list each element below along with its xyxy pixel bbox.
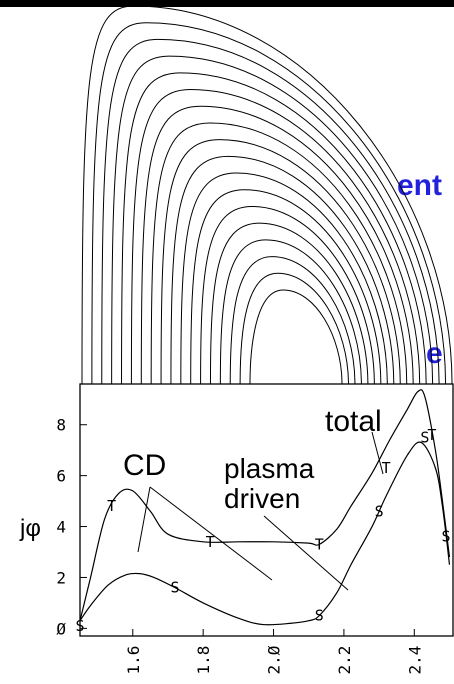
annotation-pointer-line	[371, 431, 384, 475]
annotation-pointer-line	[263, 515, 349, 591]
contour-line	[180, 172, 388, 385]
contour-line	[239, 272, 349, 385]
axis-ticks: Ø 2 4 6 8 1.6 1.8 2.Ø 2.2 2.4	[56, 416, 424, 675]
series-marker-T: T	[107, 497, 116, 515]
series-line-T	[79, 389, 451, 621]
annotation-cd: CD	[123, 449, 166, 482]
x-tick-label: 1.8	[194, 646, 213, 675]
contour-line	[101, 38, 440, 385]
flux-surface-contours	[81, 5, 453, 385]
y-tick-label: 2	[56, 568, 66, 587]
contour-line	[170, 155, 395, 385]
annotation-plasma-driven-line2: driven	[224, 483, 300, 514]
annotation-total: total	[325, 405, 382, 438]
contour-line	[150, 122, 408, 385]
contour-line	[121, 72, 427, 385]
annotation-pointer-line	[149, 486, 273, 581]
series-marker-S: S	[315, 607, 324, 625]
y-tick-label: 6	[56, 467, 66, 486]
series-marker-S: S	[441, 528, 450, 546]
x-tick-label: 2.Ø	[265, 645, 284, 674]
x-tick-label: 2.2	[335, 646, 354, 675]
series-marker-T: T	[315, 535, 324, 553]
x-tick-label: 2.4	[405, 646, 424, 675]
contour-line	[229, 256, 356, 385]
series-line-S	[79, 441, 451, 626]
partial-title-text-1: ent	[397, 169, 442, 202]
x-tick-label: 1.6	[124, 646, 143, 675]
series-marker-T: T	[382, 459, 391, 477]
annotation-pointer-line	[137, 486, 151, 553]
series-marker-S: S	[170, 579, 179, 597]
contour-line	[219, 239, 362, 385]
plot-frame	[79, 383, 454, 637]
contour-line	[249, 289, 343, 385]
contour-line	[91, 22, 447, 385]
series-marker-S: S	[420, 428, 429, 446]
y-tick-label: 4	[56, 518, 66, 537]
y-tick-label: Ø	[56, 619, 66, 638]
y-axis-label: jφ	[19, 515, 41, 542]
contour-line	[81, 5, 453, 385]
series-marker-S: S	[375, 502, 384, 520]
series-marker-S: S	[75, 617, 84, 635]
contour-line	[160, 139, 401, 385]
contour-line	[200, 205, 375, 385]
contour-line	[190, 189, 382, 385]
annotation-plasma-driven-line1: plasma	[224, 453, 315, 484]
contour-line	[111, 55, 434, 385]
contour-line	[209, 222, 369, 385]
series-marker-T: T	[427, 426, 436, 444]
annotation-pointers	[137, 431, 384, 591]
series-lines	[79, 389, 451, 626]
y-tick-label: 8	[56, 416, 66, 435]
contour-line	[130, 89, 421, 385]
series-marker-T: T	[206, 533, 215, 551]
contour-line	[140, 105, 414, 385]
top-border-bar	[0, 0, 454, 7]
